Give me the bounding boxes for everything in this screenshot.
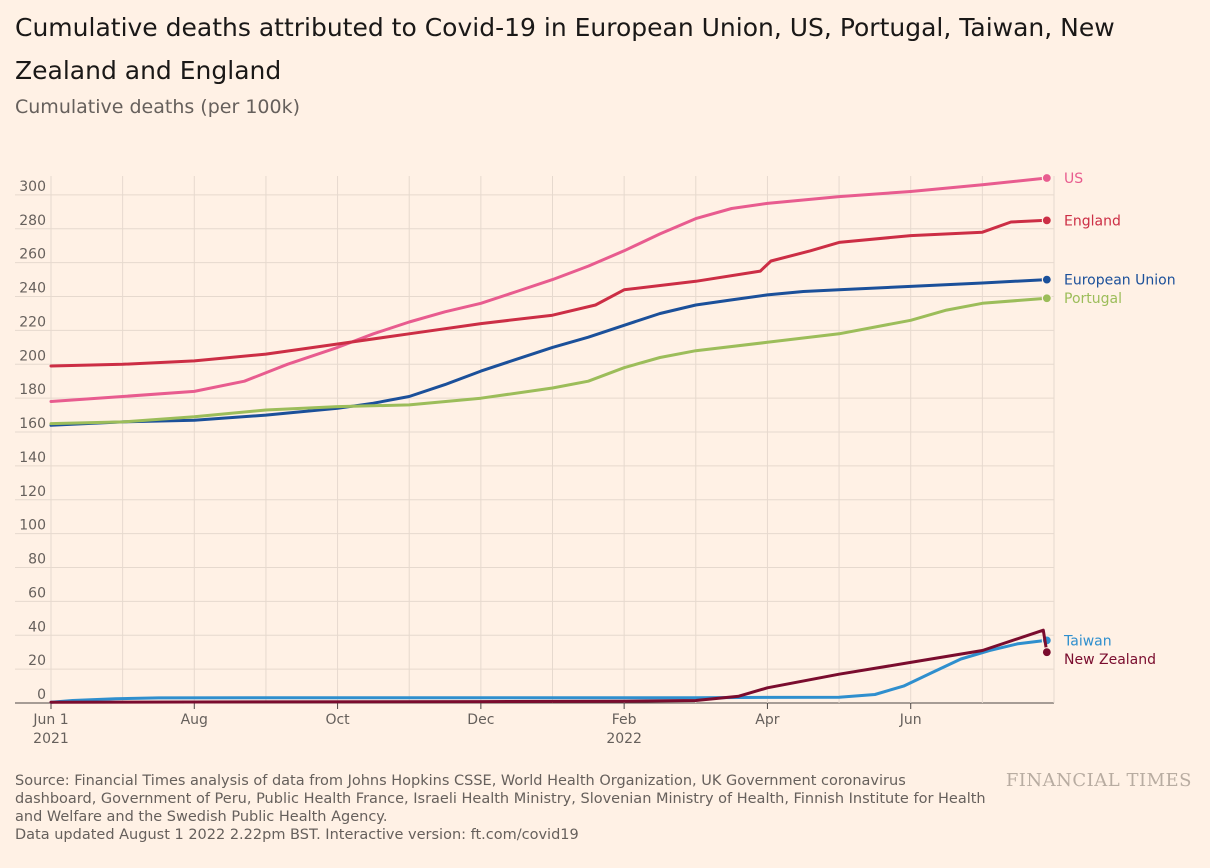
series-end-marker	[1041, 172, 1052, 184]
y-tick-label: 220	[19, 314, 46, 330]
series-end-marker	[1041, 274, 1052, 285]
y-tick-label: 180	[19, 382, 46, 398]
y-tick-label: 260	[19, 247, 46, 263]
line-chart: 0 20 40 60 80 100 120 140 160 180 200 220 240 260 280 3…	[15, 171, 1176, 747]
gridlines	[15, 176, 1055, 704]
source-note: Source: Financial Times analysis of data…	[15, 773, 986, 825]
chart-subtitle: Cumulative deaths (per 100k)	[15, 96, 300, 118]
x-tick-label: Apr	[755, 712, 779, 728]
updated-note: Data updated August 1 2022 2.22pm BST. I…	[15, 827, 579, 843]
y-tick-label: 40	[28, 619, 46, 635]
x-tick-label: Jun	[899, 712, 922, 728]
series-end-marker	[1041, 647, 1052, 658]
series-end-label: European Union	[1064, 273, 1176, 289]
series-line-portugal	[49, 296, 1049, 426]
y-tick-label: 140	[19, 450, 46, 466]
series-end-label: New Zealand	[1064, 652, 1156, 668]
y-tick-label: 120	[19, 484, 46, 500]
y-tick-label: 160	[19, 416, 46, 432]
y-tick-label: 60	[28, 585, 46, 601]
y-tick-label: 200	[19, 348, 46, 364]
series-end-labels: US England European Union Portugal Taiwan New…	[1063, 171, 1176, 668]
x-tick-label: Dec	[467, 712, 494, 728]
series-end-label: Portugal	[1064, 291, 1122, 307]
x-tick-label: Feb	[612, 712, 637, 728]
series-lines	[49, 172, 1052, 704]
y-tick-label: 20	[28, 653, 46, 669]
chart-title: Cumulative deaths attributed to Covid-19…	[15, 13, 1115, 85]
x-tick-year-label: 2021	[33, 731, 69, 747]
x-tick-label: Oct	[325, 712, 350, 728]
series-line-england	[49, 218, 1049, 368]
x-tick-label: Aug	[181, 712, 208, 728]
y-tick-label: 300	[19, 179, 46, 195]
x-axis-ticks: Jun 1 2021 Aug Oct Dec Feb 2022 Apr Jun	[32, 703, 922, 747]
series-line-us	[49, 176, 1049, 403]
series-end-label: England	[1064, 213, 1121, 229]
series-line-new-zealand	[49, 628, 1049, 704]
y-tick-label: 240	[19, 281, 46, 297]
chart-footer: Source: Financial Times analysis of data…	[15, 772, 990, 844]
y-tick-label: 80	[28, 552, 46, 568]
series-end-label: Taiwan	[1063, 633, 1112, 649]
series-end-label: US	[1064, 171, 1083, 187]
y-tick-label: 100	[19, 518, 46, 534]
x-tick-year-label: 2022	[606, 731, 642, 747]
x-tick-label: Jun 1	[32, 712, 68, 728]
series-line-taiwan	[49, 638, 1049, 704]
series-end-marker	[1041, 215, 1052, 226]
ft-logo: FINANCIAL TIMES	[1005, 770, 1192, 791]
y-axis-ticks: 0 20 40 60 80 100 120 140 160 180 200 220 240 260 280 3…	[19, 179, 46, 703]
y-tick-label: 0	[37, 687, 46, 703]
series-end-marker	[1041, 293, 1052, 304]
series-line-european-union	[49, 278, 1049, 427]
y-tick-label: 280	[19, 213, 46, 229]
